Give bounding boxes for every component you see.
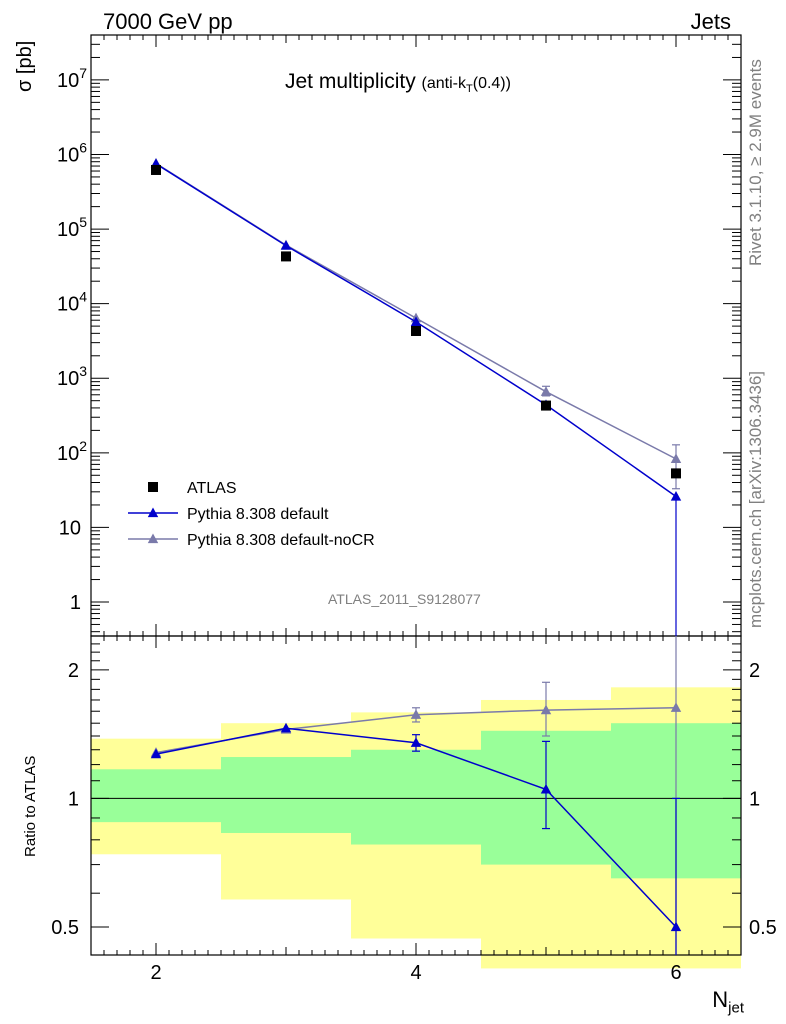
x-axis-label-sub: jet	[728, 999, 744, 1017]
ratio-bands	[91, 687, 741, 969]
ratio-y-tick-label-right: 2	[749, 660, 760, 682]
ratio-band-inner-bin	[221, 757, 351, 833]
ratio-y-tick-label-left: 2	[68, 660, 79, 682]
analysis-label: ATLAS_2011_S9128077	[328, 591, 481, 607]
ratio-band-inner-bin	[351, 749, 481, 845]
legend-label: Pythia 8.308 default	[187, 506, 329, 523]
data-point	[540, 386, 552, 396]
rivet-label: Rivet 3.1.10, ≥ 2.9M events	[746, 59, 765, 266]
ratio-series-default	[150, 722, 682, 955]
y-tick-label: 102	[57, 438, 87, 465]
ratio-data-point	[670, 921, 682, 932]
legend-marker	[147, 533, 159, 544]
y-tick-label: 107	[57, 65, 87, 92]
series-atlas	[151, 164, 681, 479]
x-axis-label: Njet	[712, 987, 744, 1016]
data-point	[670, 490, 682, 501]
x-tick-label: 4	[410, 962, 421, 984]
legend-marker	[147, 507, 159, 518]
data-point	[541, 400, 551, 411]
data-point	[671, 468, 681, 479]
header-right: Jets	[690, 9, 731, 34]
y-tick-label: 1	[70, 592, 81, 614]
legend-marker	[148, 482, 158, 492]
y-axis-label-main: σ [pb]	[14, 40, 36, 92]
main-y-ticks: 1 10 102 103 104 105 106 107	[57, 34, 741, 633]
x-ticks: 2 4 6	[90, 35, 742, 984]
ratio-data-point	[410, 709, 422, 719]
plot-title-sub-prefix: (anti-k	[421, 75, 466, 92]
data-point	[411, 325, 421, 336]
y-tick-label: 105	[57, 214, 87, 241]
data-point	[670, 453, 682, 463]
plot-title-sub-suffix: (0.4))	[472, 75, 511, 92]
ratio-data-point	[540, 704, 552, 715]
y-tick-label: 10	[59, 517, 81, 539]
plot-title-sub: (anti-kT(0.4))	[421, 75, 511, 96]
x-tick-label: 6	[670, 962, 681, 984]
mcplots-label: mcplots.cern.ch [arXiv:1306.3436]	[746, 370, 765, 628]
data-point	[280, 240, 292, 250]
ratio-data-point	[540, 783, 552, 794]
ratio-y-tick-label-left: 0.5	[51, 917, 79, 939]
y-axis-label-ratio: Ratio to ATLAS	[22, 755, 39, 857]
legend-label: ATLAS	[187, 480, 237, 497]
header-left: 7000 GeV pp	[103, 9, 233, 34]
ratio-data-point	[410, 737, 422, 747]
data-point	[410, 316, 422, 326]
ratio-data-point	[150, 748, 162, 759]
plot-title-sub-subscript: T	[466, 83, 473, 96]
ratio-y-tick-label-right: 0.5	[749, 917, 777, 939]
ratio-y-ticks: 0.5 0.5 1 1 2 2	[51, 643, 777, 939]
legend-label: Pythia 8.308 default-noCR	[187, 532, 375, 549]
ratio-data-point	[670, 702, 682, 712]
plot-title-main: Jet multiplicity	[285, 70, 416, 93]
ratio-y-tick-label-right: 1	[749, 788, 760, 810]
series-pythia-default	[150, 158, 682, 636]
y-tick-label: 104	[57, 289, 87, 316]
ratio-band-inner-bin	[91, 769, 221, 823]
data-point	[151, 164, 161, 175]
series-line	[155, 162, 677, 460]
data-point	[281, 251, 291, 262]
legend: ATLAS Pythia 8.308 default Pythia 8.308 de…	[128, 480, 375, 549]
plot-title: Jet multiplicity (anti-kT(0.4))	[285, 70, 511, 95]
x-axis-label-main: N	[712, 987, 729, 1012]
ratio-data-point	[280, 722, 292, 733]
x-tick-label: 2	[150, 962, 161, 984]
ratio-y-tick-label-left: 1	[68, 788, 79, 810]
y-tick-label: 103	[57, 363, 87, 390]
y-tick-label: 106	[57, 139, 87, 166]
